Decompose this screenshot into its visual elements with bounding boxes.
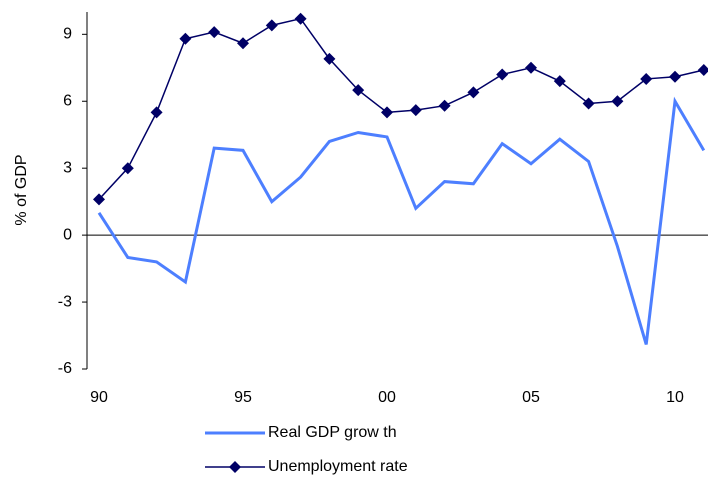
series-marker xyxy=(121,162,134,175)
x-tick-label: 90 xyxy=(90,389,108,406)
y-tick-label: 6 xyxy=(63,92,72,109)
y-tick-label: -3 xyxy=(58,293,72,310)
y-tick-label: 3 xyxy=(63,159,72,176)
series-marker xyxy=(352,84,365,97)
series-marker xyxy=(582,97,595,110)
x-tick-label: 95 xyxy=(234,389,252,406)
series-marker xyxy=(611,95,624,108)
series-marker xyxy=(697,64,708,77)
x-tick-label: 05 xyxy=(522,389,540,406)
series-marker xyxy=(208,26,221,39)
series-marker xyxy=(265,19,278,32)
x-tick-label: 00 xyxy=(378,389,396,406)
series-marker xyxy=(150,106,163,119)
y-tick-label: -6 xyxy=(58,360,72,377)
series-marker xyxy=(438,99,451,112)
series-marker xyxy=(409,104,422,117)
series-marker xyxy=(467,86,480,99)
series-marker xyxy=(179,32,192,45)
series-marker xyxy=(640,72,653,85)
series-marker xyxy=(93,193,105,206)
y-tick-label: 0 xyxy=(63,226,72,243)
legend-label: Unemployment rate xyxy=(268,458,408,475)
legend-marker xyxy=(229,461,241,473)
series-line xyxy=(98,17,704,200)
series-marker xyxy=(496,68,509,81)
series-marker xyxy=(323,52,336,65)
series-marker xyxy=(294,12,307,25)
series-marker xyxy=(525,61,537,74)
series-marker xyxy=(381,106,393,119)
series-marker xyxy=(669,70,681,83)
y-axis-label: % of GDP xyxy=(13,154,30,225)
x-tick-label: 10 xyxy=(666,389,684,406)
series-marker xyxy=(237,37,249,50)
series-line xyxy=(97,96,706,345)
y-tick-label: 9 xyxy=(63,26,72,43)
legend-label: Real GDP grow th xyxy=(268,424,397,441)
series-marker xyxy=(553,75,566,88)
